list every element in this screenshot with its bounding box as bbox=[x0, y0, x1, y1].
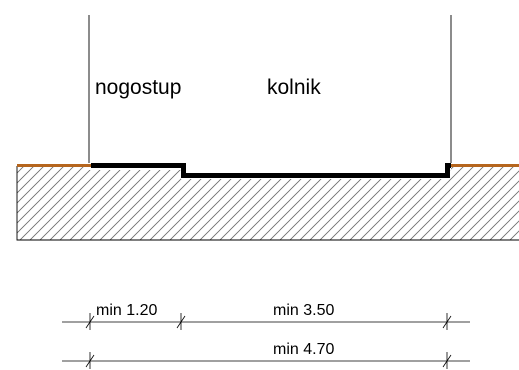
roadway-width-label: min 3.50 bbox=[273, 302, 334, 319]
total-width-label: min 4.70 bbox=[273, 341, 334, 358]
sidewalk-label: nogostup bbox=[95, 76, 181, 99]
ground-hatch bbox=[17, 166, 519, 240]
roadway-label: kolnik bbox=[267, 76, 321, 99]
sidewalk-width-label: min 1.20 bbox=[96, 302, 157, 319]
ground-outline bbox=[16, 166, 519, 241]
pavement-profile bbox=[91, 163, 451, 178]
